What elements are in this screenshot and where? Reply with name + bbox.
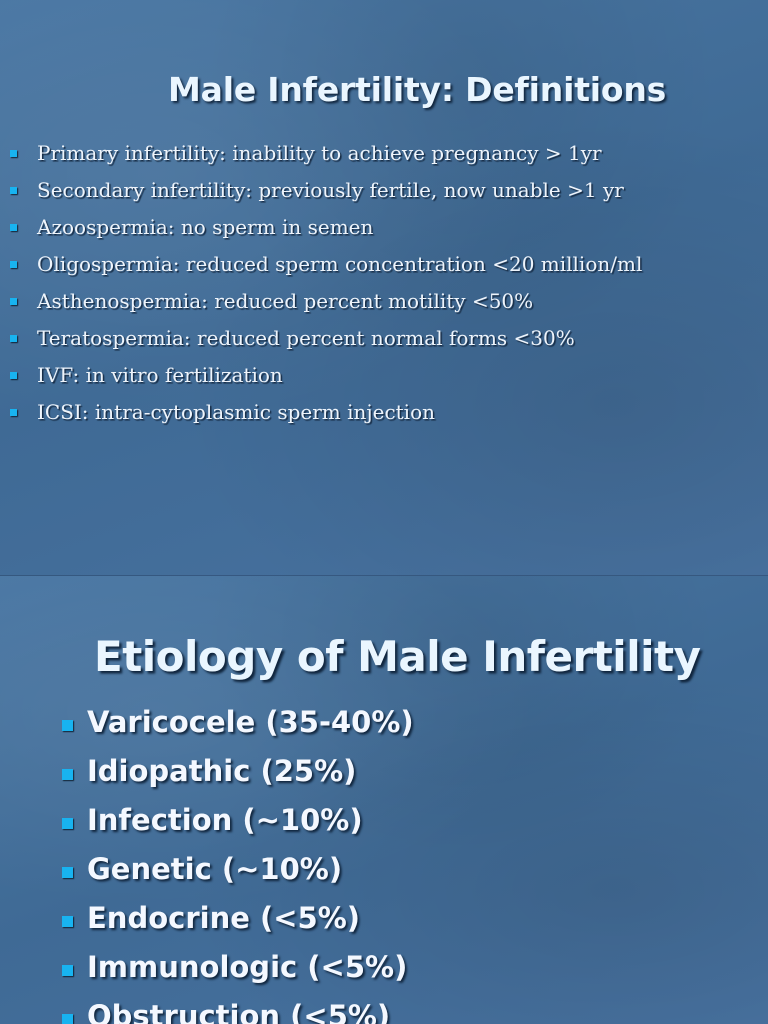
list-item: IVF: in vitro fertilization (0, 360, 642, 397)
list-item: Primary infertility: inability to achiev… (0, 138, 642, 175)
list-item-text: Idiopathic (25%) (87, 754, 357, 788)
list-item-text: Oligospermia: reduced sperm concentratio… (37, 252, 643, 276)
square-bullet-icon (10, 409, 17, 416)
list-item-text: Obstruction (<5%) (87, 999, 391, 1024)
list-item-text: Immunologic (<5%) (87, 950, 408, 984)
list-item-text: Teratospermia: reduced percent normal fo… (37, 326, 575, 350)
square-bullet-icon (62, 818, 73, 829)
list-item-text: Endocrine (<5%) (87, 901, 361, 935)
list-item: Genetic (~10%) (0, 848, 414, 897)
list-item: Idiopathic (25%) (0, 750, 414, 799)
list-item: Infection (~10%) (0, 799, 414, 848)
square-bullet-icon (62, 965, 73, 976)
square-bullet-icon (10, 187, 17, 194)
square-bullet-icon (62, 1014, 73, 1024)
list-item: ICSI: intra-cytoplasmic sperm injection (0, 397, 642, 434)
list-item: Teratospermia: reduced percent normal fo… (0, 323, 642, 360)
list-item: Varicocele (35-40%) (0, 701, 414, 750)
square-bullet-icon (10, 150, 17, 157)
slide-definitions: Male Infertility: Definitions Primary in… (0, 0, 768, 576)
list-item-text: Secondary infertility: previously fertil… (37, 178, 624, 202)
square-bullet-icon (62, 769, 73, 780)
square-bullet-icon (10, 224, 17, 231)
square-bullet-icon (62, 916, 73, 927)
list-item-text: Varicocele (35-40%) (87, 705, 414, 739)
square-bullet-icon (10, 335, 17, 342)
list-item-text: ICSI: intra-cytoplasmic sperm injection (37, 400, 435, 424)
list-item: Asthenospermia: reduced percent motility… (0, 286, 642, 323)
list-item: Oligospermia: reduced sperm concentratio… (0, 249, 642, 286)
list-item: Secondary infertility: previously fertil… (0, 175, 642, 212)
list-item-text: Infection (~10%) (87, 803, 363, 837)
list-item: Immunologic (<5%) (0, 946, 414, 995)
list-item: Endocrine (<5%) (0, 897, 414, 946)
square-bullet-icon (10, 261, 17, 268)
list-item: Azoospermia: no sperm in semen (0, 212, 642, 249)
slide-title: Male Infertility: Definitions (168, 70, 667, 109)
list-item-text: Primary infertility: inability to achiev… (37, 141, 602, 165)
definitions-list: Primary infertility: inability to achiev… (0, 138, 642, 434)
list-item-text: Genetic (~10%) (87, 852, 343, 886)
slide-title: Etiology of Male Infertility (94, 632, 701, 681)
list-item-text: IVF: in vitro fertilization (37, 363, 283, 387)
square-bullet-icon (10, 298, 17, 305)
list-item: Obstruction (<5%) (0, 995, 414, 1024)
square-bullet-icon (62, 867, 73, 878)
etiology-list: Varicocele (35-40%) Idiopathic (25%) Inf… (0, 701, 414, 1024)
square-bullet-icon (62, 720, 73, 731)
square-bullet-icon (10, 372, 17, 379)
list-item-text: Azoospermia: no sperm in semen (37, 215, 374, 239)
slide-divider (0, 575, 768, 576)
slide-etiology: Etiology of Male Infertility Varicocele … (0, 576, 768, 1024)
list-item-text: Asthenospermia: reduced percent motility… (37, 289, 534, 313)
